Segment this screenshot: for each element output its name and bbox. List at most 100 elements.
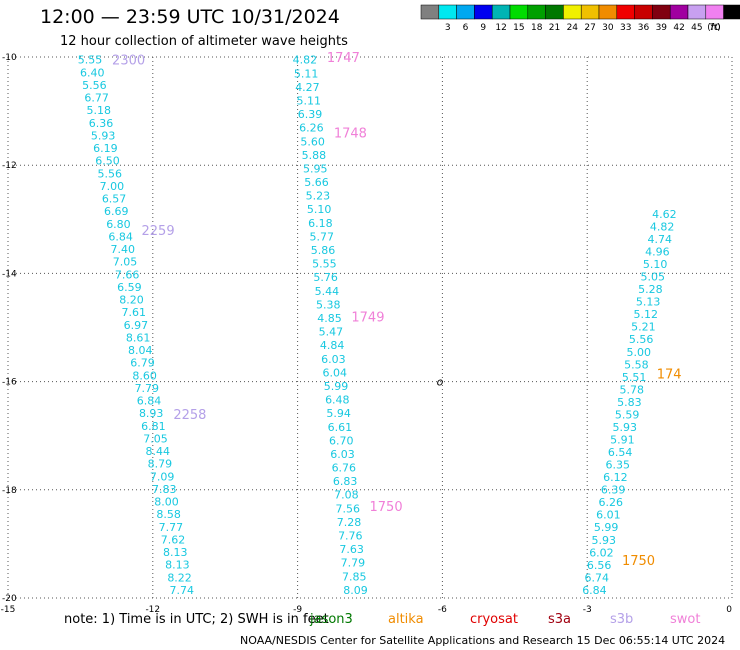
- wave-height-value: 5.21: [631, 321, 656, 334]
- wave-height-value: 6.77: [84, 92, 109, 105]
- satellite-legend: jason3 altika cryosat s3a s3b swot: [0, 612, 740, 630]
- wave-height-value: 7.79: [341, 557, 366, 570]
- wave-height-value: 5.86: [311, 244, 336, 257]
- wave-height-value: 8.44: [145, 445, 170, 458]
- wave-height-value: 7.62: [161, 533, 186, 546]
- wave-height-value: 6.54: [608, 446, 633, 459]
- y-tick-label: -20: [2, 594, 17, 604]
- x-tick-label: -9: [293, 605, 302, 615]
- wave-height-value: 5.78: [620, 383, 645, 396]
- x-tick-label: -6: [438, 605, 447, 615]
- point-marker: o: [437, 376, 444, 389]
- wave-height-value: 4.27: [295, 81, 320, 94]
- wave-height-value: 5.23: [306, 190, 331, 203]
- wave-height-value: 7.76: [338, 530, 363, 543]
- wave-height-value: 8.20: [119, 294, 144, 307]
- wave-height-value: 6.56: [587, 559, 612, 572]
- wave-height-value: 6.40: [80, 66, 105, 79]
- wave-height-value: 5.38: [316, 298, 341, 311]
- pass-time-label: 2259: [142, 224, 175, 239]
- wave-height-value: 6.35: [606, 459, 631, 472]
- y-tick-label: -16: [2, 378, 17, 388]
- wave-height-value: 4.96: [645, 245, 670, 258]
- legend-jason3: jason3: [310, 612, 353, 627]
- wave-height-value: 6.48: [325, 394, 350, 407]
- wave-height-value: 6.79: [130, 357, 155, 370]
- x-tick-label: -3: [583, 605, 592, 615]
- x-tick-label: -12: [145, 605, 160, 615]
- wave-height-value: 6.83: [333, 475, 358, 488]
- legend-s3b: s3b: [610, 612, 634, 627]
- pass-time-label: 1750: [622, 554, 655, 569]
- wave-height-value: 5.28: [638, 283, 663, 296]
- pass-time-label: 1750: [370, 500, 403, 515]
- wave-height-value: 7.08: [334, 489, 359, 502]
- credit-line: NOAA/NESDIS Center for Satellite Applica…: [240, 634, 726, 647]
- wave-height-value: 7.05: [113, 256, 138, 269]
- y-tick-label: -18: [2, 486, 17, 496]
- wave-height-value: 5.10: [307, 203, 332, 216]
- wave-height-value: 7.74: [170, 584, 195, 597]
- wave-height-value: 6.19: [93, 142, 118, 155]
- wave-height-value: 4.82: [293, 54, 318, 67]
- wave-height-value: 8.58: [156, 508, 181, 521]
- wave-height-value: 5.11: [294, 67, 319, 80]
- wave-height-value: 5.59: [615, 408, 640, 421]
- wave-height-value: 8.00: [154, 496, 179, 509]
- wave-height-value: 5.83: [617, 396, 642, 409]
- wave-height-value: 7.63: [339, 543, 364, 556]
- pass-time-label: 1747: [327, 51, 360, 66]
- wave-height-value: 8.79: [148, 458, 173, 471]
- wave-height-value: 5.13: [636, 296, 661, 309]
- wave-height-value: 5.51: [622, 371, 647, 384]
- wave-height-value: 5.77: [309, 230, 334, 243]
- wave-height-value: 5.05: [641, 271, 666, 284]
- wave-height-value: 8.61: [126, 331, 151, 344]
- y-tick-label: -14: [2, 269, 17, 279]
- wave-height-value: 5.56: [82, 79, 107, 92]
- wave-height-value: 5.88: [302, 149, 327, 162]
- wave-height-value: 5.94: [326, 407, 351, 420]
- wave-height-value: 7.05: [143, 432, 168, 445]
- wave-height-value: 8.22: [167, 571, 192, 584]
- wave-height-value: 5.56: [629, 333, 654, 346]
- wave-height-value: 6.59: [117, 281, 142, 294]
- wave-height-value: 4.82: [650, 220, 675, 233]
- pass-time-label: 2258: [173, 408, 206, 423]
- wave-height-value: 5.47: [319, 326, 344, 339]
- wave-height-value: 7.77: [159, 521, 184, 534]
- wave-height-value: 6.26: [599, 496, 624, 509]
- wave-height-value: 5.93: [613, 421, 638, 434]
- y-tick-label: -10: [2, 53, 17, 63]
- wave-height-value: 7.66: [115, 268, 140, 281]
- wave-height-value: 6.18: [308, 217, 333, 230]
- legend-altika: altika: [388, 612, 424, 627]
- wave-height-value: 6.39: [298, 108, 323, 121]
- wave-height-value: 5.76: [313, 271, 338, 284]
- wave-height-value: 5.58: [624, 358, 649, 371]
- x-tick-label: 0: [726, 605, 732, 615]
- wave-height-value: 7.00: [100, 180, 125, 193]
- wave-height-value: 6.80: [106, 218, 131, 231]
- wave-height-value: 5.93: [592, 534, 617, 547]
- legend-s3a: s3a: [548, 612, 572, 627]
- wave-height-value: 5.95: [303, 162, 328, 175]
- chart-title: 12:00 — 23:59 UTC 10/31/2024: [40, 6, 340, 28]
- wave-height-value: 4.74: [648, 233, 673, 246]
- wave-height-value: 4.62: [652, 208, 677, 221]
- wave-height-value: 6.84: [108, 230, 133, 243]
- wave-height-value: 8.60: [132, 369, 157, 382]
- wave-height-value: 5.12: [634, 308, 659, 321]
- legend-cryosat: cryosat: [470, 612, 518, 627]
- wave-height-value: 7.28: [337, 516, 362, 529]
- wave-height-value: 6.26: [299, 122, 324, 135]
- wave-height-value: 6.50: [95, 155, 120, 168]
- wave-height-value: 5.66: [304, 176, 329, 189]
- wave-height-value: 7.79: [135, 382, 160, 395]
- wave-height-value: 6.01: [596, 509, 621, 522]
- wave-height-value: 7.61: [121, 306, 146, 319]
- wave-height-value: 5.00: [627, 346, 652, 359]
- wave-height-value: 5.93: [91, 129, 116, 142]
- wave-height-value: 8.04: [128, 344, 153, 357]
- wave-height-value: 5.44: [315, 285, 340, 298]
